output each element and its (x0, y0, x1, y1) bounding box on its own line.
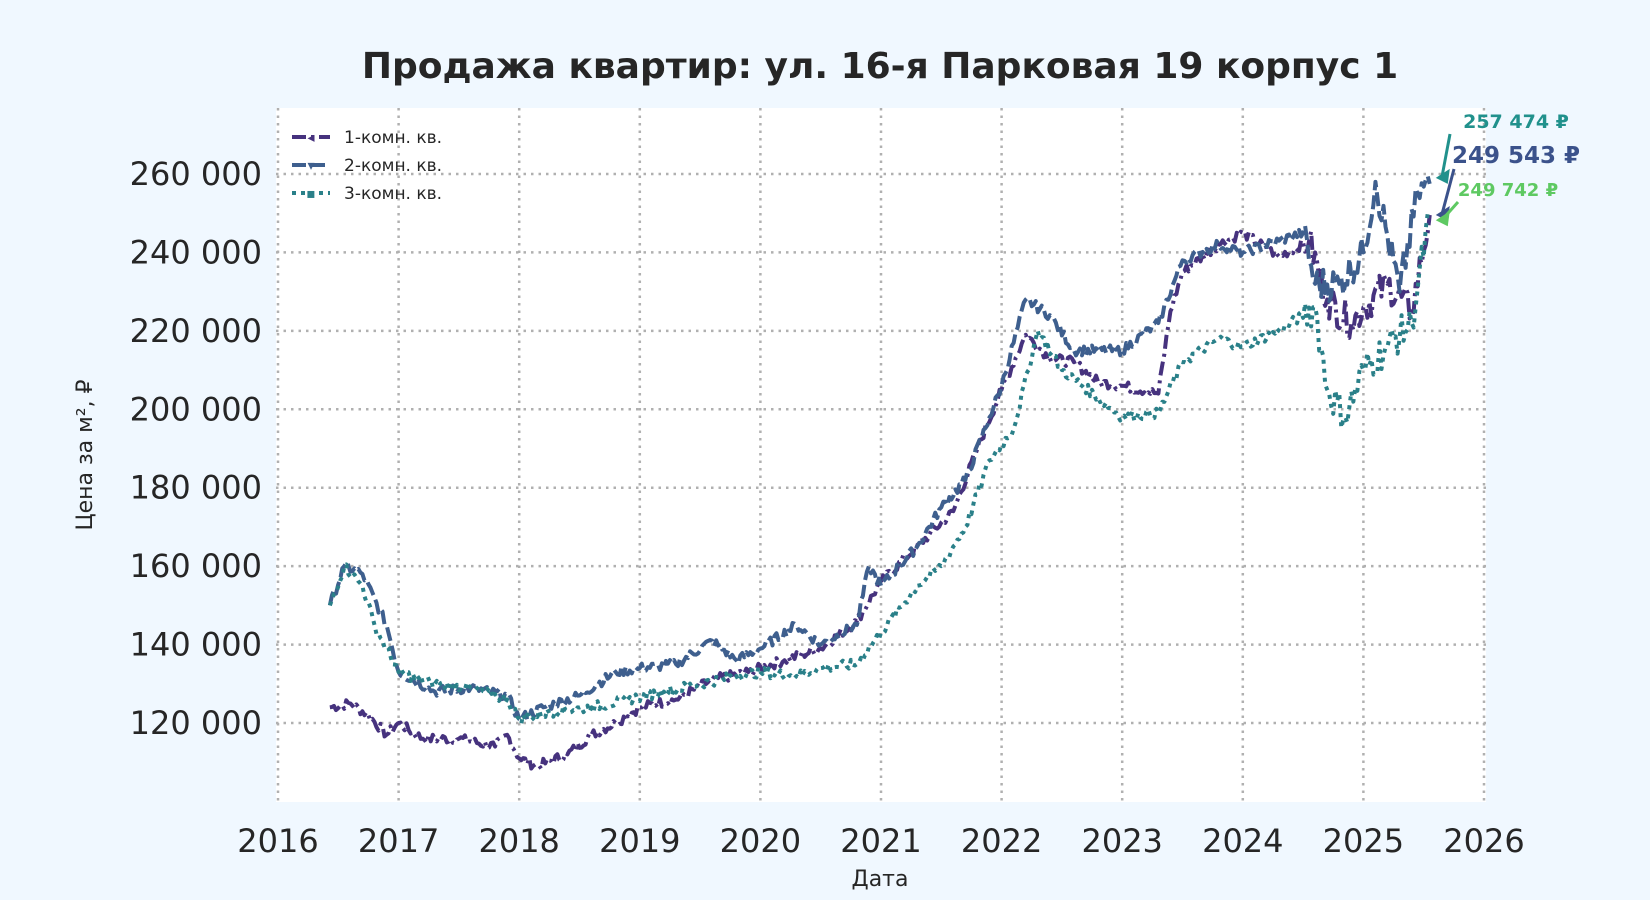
annotation-arrow (1440, 133, 1452, 179)
chart-title: Продажа квартир: ул. 16-я Парковая 19 ко… (362, 46, 1398, 87)
series-line-1 (329, 214, 1432, 771)
legend-marker-icon: ◂ (307, 130, 314, 146)
y-tick-labels: 120 000 140 000 160 000 180 000 200 000 220 0… (130, 155, 262, 742)
x-tick-label: 2020 (720, 822, 801, 860)
x-tick-label: 2019 (599, 822, 680, 860)
y-tick-label: 260 000 (130, 155, 262, 193)
x-tick-label: 2018 (478, 822, 559, 860)
y-tick-label: 160 000 (130, 547, 262, 585)
legend-marker-icon: ▪ (306, 186, 316, 202)
y-tick-label: 140 000 (130, 626, 262, 664)
series-line-3 (327, 211, 1431, 726)
annotation-label: 249 543 ₽ (1452, 143, 1580, 169)
legend-marker-icon: ▾ (307, 158, 314, 174)
x-tick-label: 2022 (961, 822, 1042, 860)
annotation-arrow (1440, 168, 1456, 216)
x-tick-label: 2025 (1323, 822, 1404, 860)
legend-label: 3-комн. кв. (344, 184, 442, 204)
legend-label: 2-комн. кв. (344, 156, 442, 176)
annotations: 257 474 ₽ 249 543 ₽ 249 742 ₽ (1435, 111, 1580, 227)
series-lines (327, 174, 1432, 771)
x-tick-label: 2026 (1443, 822, 1524, 860)
annotation-label: 257 474 ₽ (1463, 111, 1569, 133)
annotation-arrowhead (1435, 211, 1450, 227)
y-tick-label: 180 000 (130, 469, 262, 507)
series-line-2 (327, 174, 1432, 723)
legend-label: 1-комн. кв. (344, 128, 442, 148)
y-axis-label: Цена за м², ₽ (73, 379, 98, 530)
x-tick-label: 2017 (358, 822, 439, 860)
legend: ◂ 1-комн. кв. ▾ 2-комн. кв. ▪ 3-комн. кв. (292, 128, 442, 204)
y-tick-label: 200 000 (130, 390, 262, 428)
y-tick-label: 120 000 (130, 704, 262, 742)
x-tick-label: 2024 (1202, 822, 1283, 860)
x-tick-label: 2016 (237, 822, 318, 860)
x-tick-label: 2023 (1081, 822, 1162, 860)
x-tick-label: 2021 (840, 822, 921, 860)
annotation-label: 249 742 ₽ (1458, 180, 1558, 201)
grid (276, 108, 1486, 802)
y-tick-label: 220 000 (130, 312, 262, 350)
y-tick-label: 240 000 (130, 233, 262, 271)
annotation-arrowhead (1435, 168, 1450, 184)
x-axis-label: Дата (852, 867, 909, 892)
x-tick-labels: 2016 2017 2018 2019 2020 2021 2022 2023 2024 2025… (237, 822, 1524, 860)
